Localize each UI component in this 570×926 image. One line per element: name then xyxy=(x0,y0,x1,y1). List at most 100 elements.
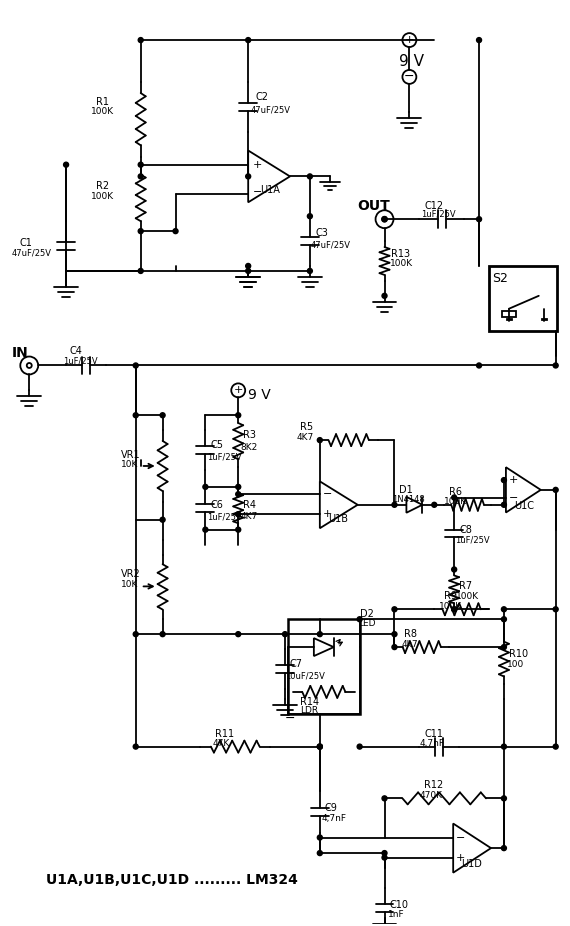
Text: C11: C11 xyxy=(424,729,443,739)
Circle shape xyxy=(317,745,322,749)
Text: C10: C10 xyxy=(389,900,409,910)
Circle shape xyxy=(173,229,178,233)
Circle shape xyxy=(307,174,312,179)
Circle shape xyxy=(451,607,457,612)
Text: 100K: 100K xyxy=(91,107,114,117)
Circle shape xyxy=(133,745,138,749)
Bar xyxy=(489,266,557,331)
Text: 1uF/25V: 1uF/25V xyxy=(207,453,242,461)
Text: U1B: U1B xyxy=(328,514,348,524)
Text: R9: R9 xyxy=(444,592,457,601)
Text: −: − xyxy=(323,489,332,499)
Text: 47uF/25V: 47uF/25V xyxy=(250,106,290,114)
Circle shape xyxy=(138,174,143,179)
Circle shape xyxy=(477,363,482,368)
Circle shape xyxy=(553,363,558,368)
Text: U1A,U1B,U1C,U1D ......... LM324: U1A,U1B,U1C,U1D ......... LM324 xyxy=(46,873,298,887)
Text: 10K: 10K xyxy=(121,580,138,589)
Circle shape xyxy=(64,162,68,168)
Text: R2: R2 xyxy=(96,181,109,192)
Circle shape xyxy=(502,745,506,749)
Circle shape xyxy=(477,217,482,221)
Circle shape xyxy=(317,835,322,840)
Text: 4k7: 4k7 xyxy=(401,640,418,648)
Text: +: + xyxy=(456,853,466,862)
Text: R1: R1 xyxy=(96,97,109,106)
Text: C1: C1 xyxy=(19,238,32,248)
Text: −: − xyxy=(285,712,295,725)
Text: D2: D2 xyxy=(360,609,373,619)
Circle shape xyxy=(138,269,143,273)
Text: 100K: 100K xyxy=(456,592,479,601)
Circle shape xyxy=(317,745,322,749)
Text: R6: R6 xyxy=(449,487,462,497)
Circle shape xyxy=(432,502,437,507)
Text: R11: R11 xyxy=(215,729,234,739)
Circle shape xyxy=(392,644,397,649)
Circle shape xyxy=(133,632,138,637)
Circle shape xyxy=(382,217,387,221)
Text: LED: LED xyxy=(357,619,375,628)
Circle shape xyxy=(382,851,387,856)
Text: 9 V: 9 V xyxy=(400,55,425,69)
Circle shape xyxy=(138,38,143,43)
Circle shape xyxy=(246,269,251,273)
Circle shape xyxy=(307,214,312,219)
Text: 47uF/25V: 47uF/25V xyxy=(311,241,351,250)
Circle shape xyxy=(236,413,241,418)
Circle shape xyxy=(502,617,506,621)
Text: R3: R3 xyxy=(243,431,256,440)
Circle shape xyxy=(502,644,506,649)
Circle shape xyxy=(553,745,558,749)
Text: U1A: U1A xyxy=(260,185,280,195)
Circle shape xyxy=(502,845,506,851)
Circle shape xyxy=(357,745,362,749)
Text: −: − xyxy=(253,187,263,197)
Text: +: + xyxy=(509,475,518,485)
Text: 47K: 47K xyxy=(213,739,230,748)
Text: VR2: VR2 xyxy=(121,569,141,580)
Circle shape xyxy=(160,518,165,522)
Circle shape xyxy=(502,795,506,801)
Circle shape xyxy=(382,855,387,860)
Circle shape xyxy=(317,632,322,637)
Text: +: + xyxy=(323,509,332,519)
Circle shape xyxy=(451,607,457,612)
Text: C3: C3 xyxy=(316,228,329,238)
Circle shape xyxy=(553,487,558,493)
Text: 100K: 100K xyxy=(439,602,462,611)
Text: 4,7nF: 4,7nF xyxy=(420,739,445,748)
Circle shape xyxy=(246,38,251,43)
Circle shape xyxy=(451,567,457,572)
Circle shape xyxy=(236,492,241,496)
Text: 100K: 100K xyxy=(389,259,413,269)
Text: −: − xyxy=(404,70,414,83)
Circle shape xyxy=(138,162,143,168)
Circle shape xyxy=(382,795,387,801)
Circle shape xyxy=(502,607,506,612)
Text: OUT: OUT xyxy=(357,199,390,213)
Text: C4: C4 xyxy=(69,345,82,356)
Text: R8: R8 xyxy=(405,629,417,639)
Text: 1uF/25V: 1uF/25V xyxy=(455,535,490,544)
Text: C12: C12 xyxy=(424,201,443,211)
Circle shape xyxy=(317,745,322,749)
Circle shape xyxy=(236,632,241,637)
Circle shape xyxy=(307,269,312,273)
Text: R10: R10 xyxy=(509,649,528,659)
Circle shape xyxy=(392,607,397,612)
Circle shape xyxy=(502,478,506,482)
Text: 10K: 10K xyxy=(121,460,138,469)
Bar xyxy=(502,311,516,317)
Text: U1C: U1C xyxy=(514,501,534,511)
Text: C2: C2 xyxy=(255,92,268,102)
Text: C9: C9 xyxy=(325,804,337,813)
Text: R5: R5 xyxy=(300,422,313,432)
Text: 1N4148: 1N4148 xyxy=(393,495,425,505)
Text: VR1: VR1 xyxy=(121,450,140,460)
Text: R12: R12 xyxy=(424,781,443,791)
Circle shape xyxy=(236,512,241,517)
Text: R14: R14 xyxy=(300,697,319,707)
Text: 4K7: 4K7 xyxy=(297,432,314,442)
Text: 100K: 100K xyxy=(91,192,114,201)
